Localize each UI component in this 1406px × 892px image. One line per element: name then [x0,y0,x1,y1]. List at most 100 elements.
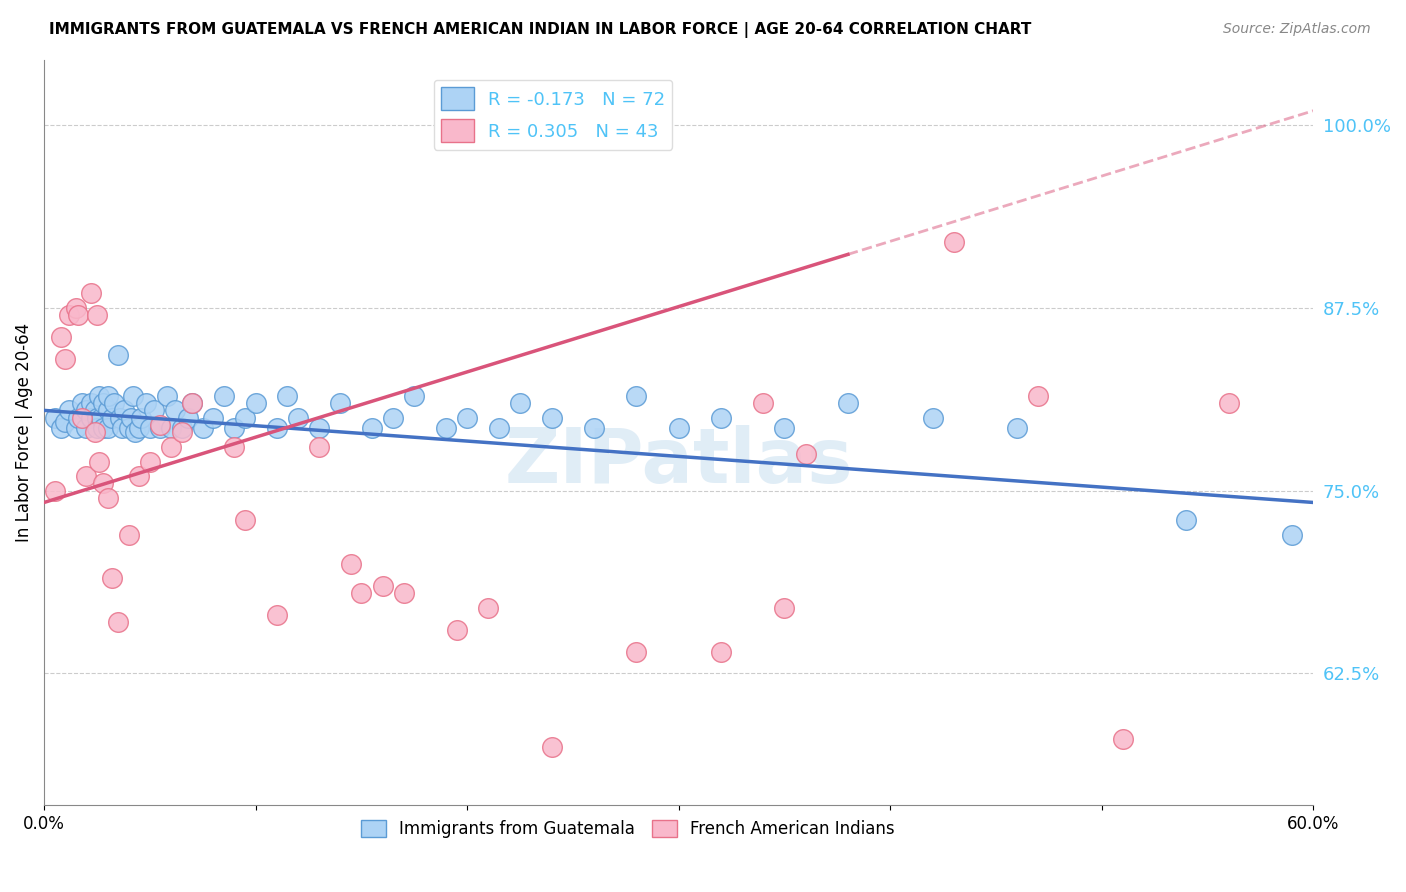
Point [44,410,66,425]
Point [794,447,817,461]
Point [1112,732,1135,747]
Point [668,421,690,435]
Point [75,421,97,435]
Point [837,396,859,410]
Point [434,421,457,435]
Point [752,396,775,410]
Point [404,389,426,403]
Point [181,396,204,410]
Point [773,600,796,615]
Point [1218,396,1240,410]
Point [224,421,246,435]
Point [1005,421,1028,435]
Point [1026,389,1049,403]
Point [287,410,309,425]
Point [710,410,733,425]
Text: IMMIGRANTS FROM GUATEMALA VS FRENCH AMERICAN INDIAN IN LABOR FORCE | AGE 20-64 C: IMMIGRANTS FROM GUATEMALA VS FRENCH AMER… [49,22,1032,38]
Point [308,421,330,435]
Point [773,421,796,435]
Point [177,410,200,425]
Point [1281,527,1303,541]
Point [488,421,510,435]
Point [456,410,478,425]
Point [626,644,648,658]
Point [91,421,114,435]
Point [382,410,405,425]
Y-axis label: In Labor Force | Age 20-64: In Labor Force | Age 20-64 [15,323,32,541]
Point [165,403,187,417]
Point [181,396,204,410]
Text: ZIPatlas: ZIPatlas [505,425,853,500]
Point [86,309,108,323]
Point [97,389,120,403]
Point [44,483,66,498]
Point [361,421,384,435]
Point [135,396,157,410]
Point [329,396,352,410]
Point [170,425,193,440]
Text: Source: ZipAtlas.com: Source: ZipAtlas.com [1223,22,1371,37]
Point [160,421,183,435]
Point [86,410,108,425]
Point [120,410,142,425]
Point [87,389,110,403]
Point [392,586,415,600]
Point [114,403,136,417]
Point [58,309,80,323]
Point [626,389,648,403]
Point [107,615,129,630]
Point [143,403,166,417]
Point [540,410,562,425]
Point [266,607,288,622]
Point [160,440,183,454]
Point [191,421,214,435]
Point [583,421,606,435]
Point [110,410,132,425]
Point [139,421,162,435]
Point [91,396,114,410]
Point [266,421,288,435]
Point [149,421,172,435]
Point [509,396,531,410]
Point [79,410,101,425]
Point [224,440,246,454]
Point [245,396,267,410]
Point [340,557,363,571]
Point [710,644,733,658]
Point [66,410,89,425]
Point [75,403,97,417]
Point [97,421,120,435]
Point [49,330,72,344]
Point [942,235,965,250]
Point [75,469,97,483]
Point [87,454,110,468]
Point [83,425,105,440]
Point [66,309,89,323]
Point [540,739,562,754]
Point [53,415,76,429]
Point [212,389,235,403]
Point [139,454,162,468]
Point [371,579,394,593]
Point [308,440,330,454]
Point [70,396,93,410]
Point [86,421,108,435]
Point [1175,513,1198,527]
Point [921,410,943,425]
Point [170,421,193,435]
Point [91,476,114,491]
Point [101,572,124,586]
Point [131,410,153,425]
Point [350,586,373,600]
Point [118,421,141,435]
Point [97,403,120,417]
Point [70,410,93,425]
Point [118,527,141,541]
Point [101,410,124,425]
Point [128,469,150,483]
Point [58,403,80,417]
Point [65,301,87,315]
Point [122,389,145,403]
Point [124,425,146,440]
Point [79,286,101,301]
